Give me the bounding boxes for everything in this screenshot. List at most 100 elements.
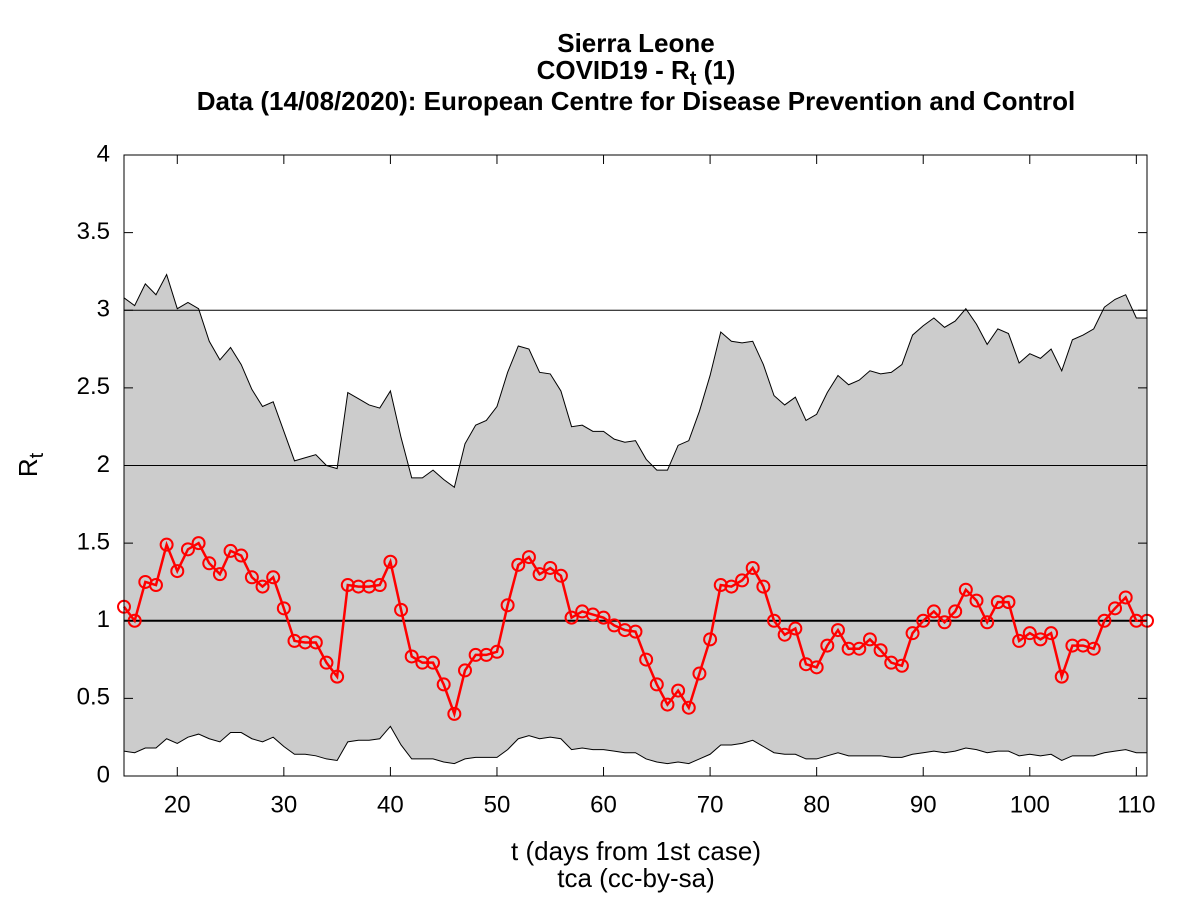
x-tick-label: 80: [803, 791, 830, 818]
x-tick-label: 20: [164, 791, 191, 818]
x-tick-label: 110: [1117, 791, 1155, 818]
rt-marker: [1097, 613, 1112, 628]
rt-marker: [969, 593, 984, 608]
rt-marker: [511, 557, 526, 572]
rt-marker: [447, 706, 462, 721]
rt-marker: [894, 658, 909, 673]
chart-source: Data (14/08/2020): European Centre for D…: [197, 86, 1075, 116]
rt-marker: [724, 579, 739, 594]
rt-marker: [905, 626, 920, 641]
rt-marker: [830, 623, 845, 638]
rt-marker: [958, 582, 973, 597]
caption: tca (cc-by-sa): [557, 863, 714, 893]
rt-marker: [1108, 601, 1123, 616]
rt-marker: [788, 621, 803, 636]
subtitle-suffix: (1): [696, 55, 735, 85]
rt-marker: [351, 579, 366, 594]
rt-marker: [298, 635, 313, 650]
rt-marker: [841, 641, 856, 656]
y-tick-label: 1.5: [77, 528, 110, 555]
rt-marker: [383, 554, 398, 569]
x-tick-label: 30: [270, 791, 297, 818]
rt-marker: [671, 683, 686, 698]
rt-marker: [521, 550, 536, 565]
rt-marker: [404, 649, 419, 664]
upper-bound: [123, 273, 1147, 489]
rt-marker: [340, 578, 355, 593]
rt-marker: [948, 604, 963, 619]
rt-marker: [255, 579, 270, 594]
rt-marker: [234, 548, 249, 563]
rt-marker: [553, 568, 568, 583]
rt-marker: [212, 567, 227, 582]
rt-marker: [266, 570, 281, 585]
x-tick-label: 60: [590, 791, 617, 818]
rt-marker: [159, 537, 174, 552]
y-tick-label: 0: [97, 761, 110, 788]
x-tick-label: 70: [697, 791, 724, 818]
y-tick-label: 4: [97, 140, 110, 167]
rt-marker: [426, 655, 441, 670]
subtitle-text: COVID19 - R: [537, 55, 690, 85]
rt-marker: [489, 644, 504, 659]
lower-bound: [123, 725, 1147, 765]
rt-marker: [745, 560, 760, 575]
confidence-band: [124, 274, 1147, 764]
rt-marker: [244, 570, 259, 585]
x-axis-label: t (days from 1st case): [511, 836, 761, 866]
rt-marker: [926, 604, 941, 619]
x-tick-label: 40: [377, 791, 404, 818]
rt-marker: [873, 643, 888, 658]
rt-line: [123, 540, 1147, 719]
rt-marker: [1054, 669, 1069, 684]
rt-marker: [1033, 632, 1048, 647]
y-tick-label: 3: [97, 296, 110, 323]
y-tick-label: 0.5: [77, 684, 110, 711]
rt-marker: [809, 660, 824, 675]
rt-marker: [1086, 641, 1101, 656]
rt-marker: [777, 627, 792, 642]
rt-marker: [660, 697, 675, 712]
ylabel-sub: t: [26, 452, 48, 458]
rt-marker: [543, 560, 558, 575]
rt-marker: [180, 542, 195, 557]
rt-marker: [692, 666, 707, 681]
rt-marker: [617, 623, 632, 638]
x-tick-label: 100: [1010, 791, 1050, 818]
y-tick-label: 2.5: [77, 373, 110, 400]
rt-marker: [202, 556, 217, 571]
y-tick-label: 2: [97, 451, 110, 478]
rt-marker: [649, 677, 664, 692]
rt-marker: [980, 615, 995, 630]
rt-marker: [415, 655, 430, 670]
rt-marker: [767, 613, 782, 628]
rt-marker: [458, 663, 472, 678]
rt-marker: [436, 677, 451, 692]
chart-title: Sierra Leone: [557, 28, 715, 58]
rt-marker: [1022, 626, 1037, 641]
rt-marker: [756, 579, 771, 594]
rt-marker: [735, 573, 750, 588]
rt-marker: [628, 624, 643, 639]
rt-marker: [564, 610, 579, 625]
y-axis-label: Rt: [13, 452, 48, 477]
y-tick-label: 3.5: [77, 218, 110, 245]
rt-marker: [916, 613, 931, 628]
rt-marker: [287, 633, 302, 648]
rt-marker: [191, 536, 206, 551]
rt-marker: [330, 669, 345, 684]
rt-marker: [681, 700, 696, 715]
rt-marker: [1001, 595, 1016, 610]
rt-marker: [394, 602, 409, 617]
subtitle-sub: t: [690, 68, 697, 90]
rt-marker: [308, 635, 323, 650]
x-tick-label: 50: [484, 791, 511, 818]
rt-marker: [362, 579, 377, 594]
ylabel-text: R: [13, 458, 43, 477]
rt-marker: [990, 595, 1005, 610]
rt-marker: [713, 578, 728, 593]
rt-marker: [1118, 590, 1133, 605]
rt-marker: [820, 638, 835, 653]
rt-marker: [596, 610, 611, 625]
rt-marker: [372, 578, 387, 593]
